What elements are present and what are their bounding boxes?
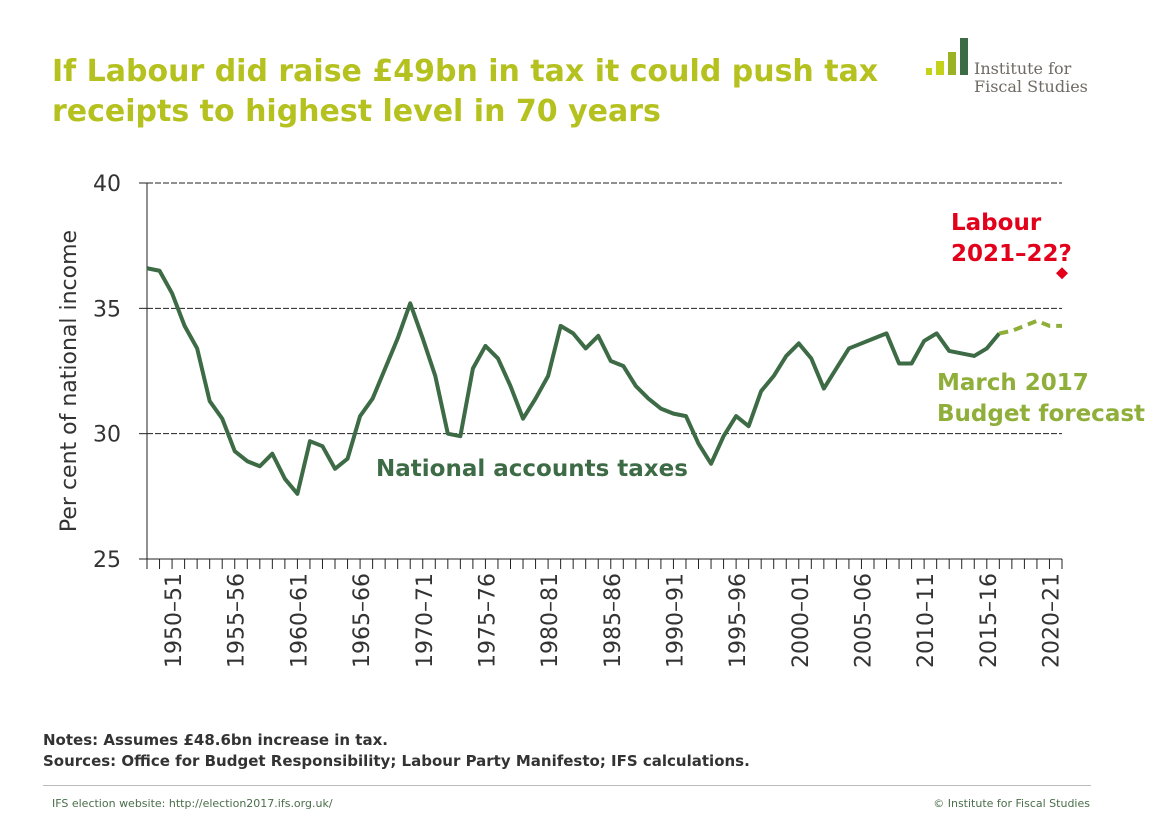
forecast-series-line [998,318,1062,336]
x-tick-label: 1980–81 [538,573,563,668]
x-tick-label: 1970–71 [413,573,438,668]
footer-divider [43,785,1091,786]
labour-point [1056,267,1068,280]
logo-text: Institute for Fiscal Studies [974,60,1088,96]
bar-logo-icon [926,38,968,75]
x-tick-label: 2010–11 [914,573,939,668]
x-tick-label: 1985–86 [601,573,626,668]
footer-website[interactable]: IFS election website: http://election201… [52,797,333,810]
x-tick-label: 2000–01 [789,573,814,668]
x-tick-label: 1965–66 [350,573,375,668]
x-tick-label: 2005–06 [851,573,876,668]
footer-copyright: © Institute for Fiscal Studies [933,797,1090,810]
logo-line-2: Fiscal Studies [974,77,1088,96]
x-tick-label: 2020–21 [1039,573,1064,668]
x-tick-label: 1990–91 [663,573,688,668]
logo-line-1: Institute for [974,59,1072,78]
y-tick-label: 40 [93,172,121,197]
chart-title: If Labour did raise £49bn in tax it coul… [52,54,879,129]
actual-series-line [146,266,1001,496]
x-tick-label: 1955–56 [225,573,250,668]
y-tick-label: 35 [93,297,121,322]
notes-line: Notes: Assumes £48.6bn increase in tax. [43,731,388,749]
y-tick-label: 25 [93,548,121,573]
x-tick-label: 1960–61 [287,573,312,668]
annotation-forecast-line2: Budget forecast [937,401,1145,427]
x-tick-label: 2015–16 [977,573,1002,668]
x-tick-label: 1950–51 [162,573,187,668]
y-axis-label: Per cent of national income [57,230,82,532]
x-tick-label: 1995–96 [726,573,751,668]
y-tick-label: 30 [93,423,121,448]
annotation-forecast-line1: March 2017 [937,370,1089,396]
annotation-labour-line1: Labour [951,210,1042,236]
sources-line: Sources: Office for Budget Responsibilit… [43,752,750,770]
x-tick-label: 1975–76 [475,573,500,668]
annotation-national-accounts: National accounts taxes [376,456,688,482]
notes: Notes: Assumes £48.6bn increase in tax. … [43,730,750,772]
annotation-labour-line2: 2021–22? [951,241,1072,267]
line-chart: 25 30 35 40 Per cent of national income 1950–… [57,172,1145,668]
ifs-logo [924,36,1104,100]
